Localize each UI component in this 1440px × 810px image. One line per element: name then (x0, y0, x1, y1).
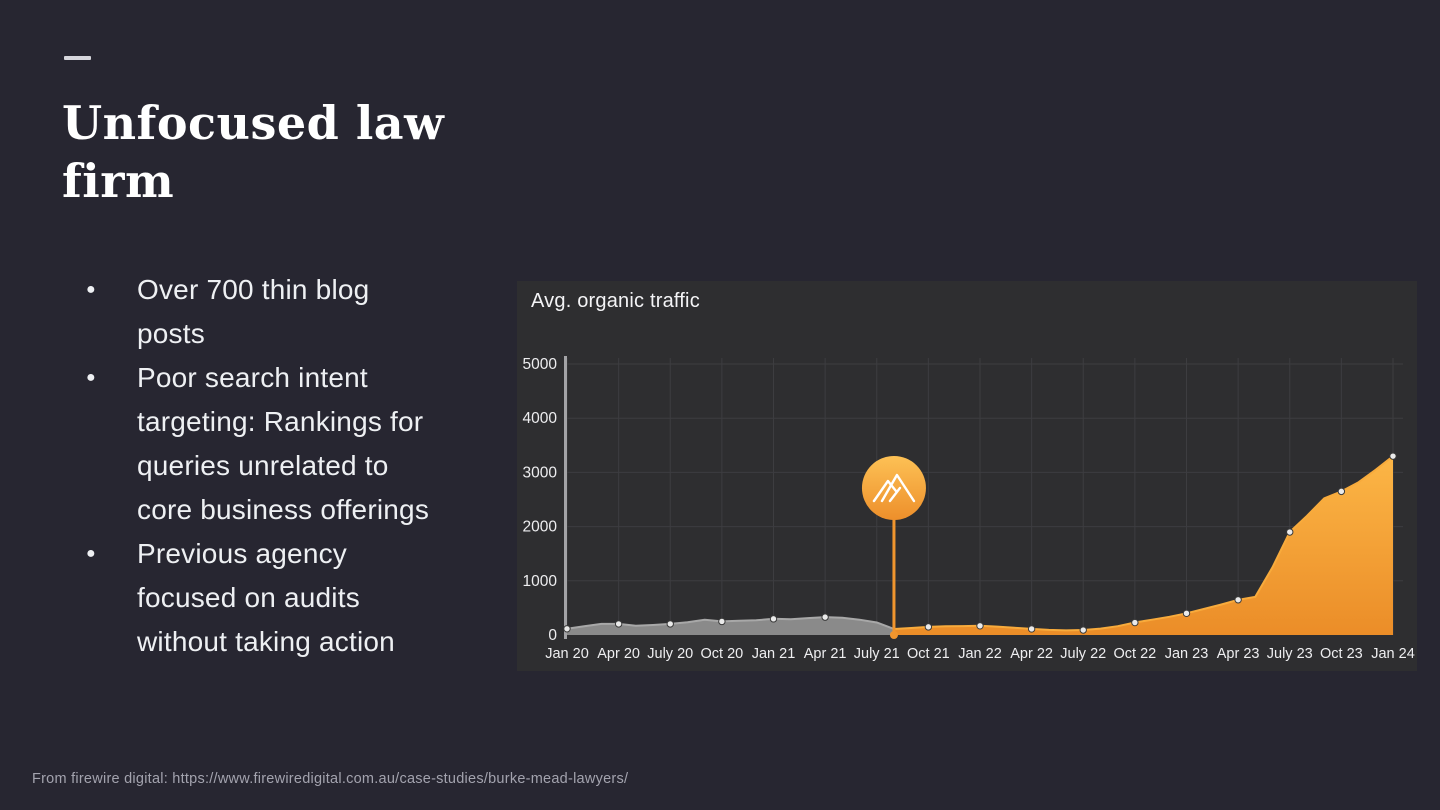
svg-text:5000: 5000 (523, 356, 558, 373)
svg-text:Apr 23: Apr 23 (1217, 646, 1260, 662)
bullet-item: ● Poor search intent targeting: Rankings… (86, 356, 506, 532)
svg-text:Oct 21: Oct 21 (907, 646, 950, 662)
bullet-text: Over 700 thin blog posts (137, 274, 370, 349)
mountain-logo-icon (872, 473, 916, 503)
organic-traffic-area-chart: Jan 20 Apr 20 July 20 Oct 20 Jan 21 Apr 21 Jul… (523, 356, 1415, 662)
bullet-item: ● Previous agency focused on audits with… (86, 532, 506, 664)
svg-text:2000: 2000 (523, 519, 558, 536)
svg-text:Oct 20: Oct 20 (701, 646, 744, 662)
svg-text:July 22: July 22 (1060, 646, 1106, 662)
chart-panel: Avg. organic traffic Jan 20 Apr 20 July 20… (517, 281, 1417, 671)
chart-title: Avg. organic traffic (531, 290, 700, 312)
source-footer: From firewire digital: https://www.firew… (32, 771, 629, 787)
svg-text:Apr 20: Apr 20 (597, 646, 640, 662)
svg-text:July 20: July 20 (647, 646, 693, 662)
svg-text:Jan 24: Jan 24 (1371, 646, 1415, 662)
svg-text:Jan 21: Jan 21 (752, 646, 796, 662)
bullet-list: ● Over 700 thin blog posts ● Poor search… (86, 268, 506, 664)
svg-text:0: 0 (548, 627, 557, 644)
title-accent-dash (64, 56, 91, 60)
svg-text:Apr 21: Apr 21 (804, 646, 847, 662)
bullet-icon: ● (86, 545, 96, 562)
svg-text:Oct 22: Oct 22 (1114, 646, 1157, 662)
bullet-text: Previous agency focused on audits withou… (137, 538, 395, 657)
svg-text:1000: 1000 (523, 573, 558, 590)
slide-title: Unfocused law firm (62, 96, 445, 208)
svg-text:Oct 23: Oct 23 (1320, 646, 1363, 662)
svg-text:Jan 20: Jan 20 (545, 646, 589, 662)
bullet-item: ● Over 700 thin blog posts (86, 268, 506, 356)
bullet-icon: ● (86, 281, 96, 298)
svg-text:Jan 23: Jan 23 (1165, 646, 1209, 662)
svg-text:July 23: July 23 (1267, 646, 1313, 662)
svg-text:Jan 22: Jan 22 (958, 646, 1002, 662)
svg-text:Apr 22: Apr 22 (1010, 646, 1053, 662)
bullet-text: Poor search intent targeting: Rankings f… (137, 362, 430, 525)
svg-text:3000: 3000 (523, 464, 558, 481)
bullet-icon: ● (86, 369, 96, 386)
svg-text:July 21: July 21 (854, 646, 900, 662)
svg-text:4000: 4000 (523, 410, 558, 427)
